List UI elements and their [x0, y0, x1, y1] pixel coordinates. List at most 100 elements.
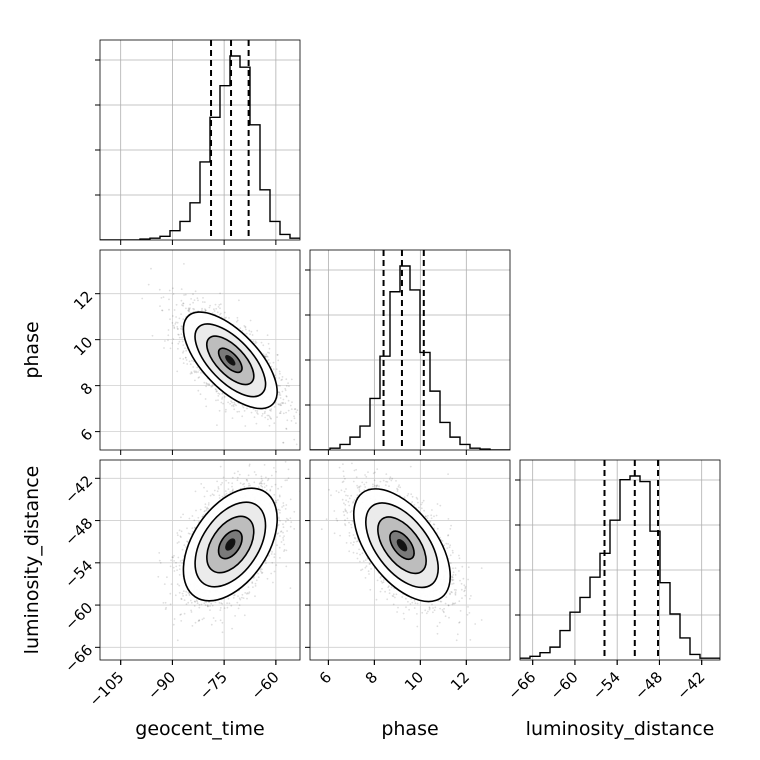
scatter-point — [223, 607, 226, 609]
scatter-point — [282, 412, 285, 415]
scatter-point — [235, 404, 238, 407]
scatter-point — [168, 308, 170, 311]
scatter-point — [274, 483, 277, 486]
scatter-point — [267, 342, 270, 345]
scatter-point — [280, 402, 283, 404]
scatter-point — [211, 385, 214, 388]
scatter-point — [164, 340, 166, 342]
scatter-point — [233, 401, 236, 404]
scatter-point — [201, 307, 204, 310]
scatter-point — [260, 475, 263, 478]
scatter-point — [224, 490, 227, 492]
scatter-point — [185, 603, 188, 605]
scatter-point — [241, 329, 244, 332]
scatter-point — [217, 395, 220, 397]
scatter-point — [227, 401, 230, 404]
scatter-point — [221, 398, 223, 400]
scatter-point — [180, 299, 183, 302]
scatter-point — [279, 403, 281, 405]
scatter-point — [205, 385, 208, 388]
scatter-point — [273, 493, 276, 496]
scatter-point — [177, 347, 179, 350]
scatter-point — [184, 293, 187, 296]
scatter-point — [276, 354, 279, 356]
scatter-point — [231, 485, 233, 488]
scatter-point — [206, 507, 208, 510]
scatter-point — [176, 326, 179, 328]
scatter-point — [176, 569, 179, 571]
scatter-point — [277, 516, 280, 519]
scatter-point — [191, 372, 193, 375]
scatter-point — [239, 598, 242, 601]
scatter-point — [279, 372, 281, 375]
scatter-point — [199, 393, 202, 396]
scatter-point — [180, 598, 183, 600]
scatter-point — [221, 631, 224, 634]
scatter-point — [190, 609, 193, 612]
scatter-point — [282, 504, 285, 507]
scatter-point — [180, 327, 182, 330]
scatter-point — [282, 441, 285, 444]
scatter-point — [218, 304, 221, 306]
scatter-point — [192, 293, 194, 296]
scatter-point — [243, 325, 246, 327]
scatter-point — [253, 481, 256, 484]
scatter-point — [270, 365, 273, 368]
scatter-point — [248, 329, 251, 332]
scatter-point — [203, 510, 206, 513]
scatter-point — [216, 490, 219, 493]
scatter-point — [187, 309, 190, 312]
panel-frame — [99, 39, 301, 241]
scatter-point — [222, 476, 225, 479]
scatter-point — [205, 601, 208, 604]
scatter-point — [265, 353, 268, 356]
scatter-point — [233, 408, 236, 411]
scatter-point — [188, 517, 191, 520]
scatter-point — [208, 384, 211, 386]
scatter-point — [175, 303, 178, 306]
scatter-point — [276, 416, 278, 418]
scatter-point — [254, 595, 256, 598]
scatter-point — [164, 608, 167, 610]
contour-line — [206, 335, 255, 386]
scatter-point — [271, 561, 274, 564]
scatter-point — [286, 479, 288, 482]
scatter-point — [193, 308, 196, 311]
scatter-point — [251, 334, 254, 336]
scatter-point — [175, 321, 177, 324]
scatter-point — [182, 302, 185, 305]
scatter-point — [179, 357, 182, 360]
scatter-point — [285, 427, 288, 430]
scatter-point — [180, 325, 183, 327]
scatter-point — [229, 491, 232, 493]
scatter-point — [172, 623, 175, 626]
scatter-point — [271, 551, 273, 553]
scatter-point — [246, 593, 248, 595]
scatter-point — [246, 592, 249, 594]
scatter-point — [277, 532, 280, 535]
scatter-point — [177, 333, 180, 336]
scatter-point — [273, 422, 276, 425]
scatter-point — [182, 302, 185, 305]
scatter-point — [187, 532, 190, 535]
scatter-point — [218, 602, 221, 604]
scatter-point — [282, 537, 284, 539]
scatter-point — [216, 480, 219, 483]
scatter-point — [204, 503, 207, 506]
scatter-point — [193, 371, 196, 374]
scatter-point — [261, 485, 264, 488]
scatter-point — [269, 489, 272, 492]
scatter-point — [268, 347, 271, 350]
scatter-point — [166, 576, 168, 579]
scatter-point — [295, 411, 298, 414]
scatter-point — [180, 620, 183, 622]
scatter-point — [248, 591, 251, 594]
scatter-point — [257, 576, 260, 579]
scatter-point — [244, 425, 247, 427]
scatter-point — [221, 482, 224, 484]
scatter-point — [261, 413, 264, 415]
scatter-point — [189, 363, 192, 366]
scatter-point — [231, 490, 234, 493]
scatter-point — [186, 527, 188, 530]
scatter-point — [218, 497, 221, 499]
